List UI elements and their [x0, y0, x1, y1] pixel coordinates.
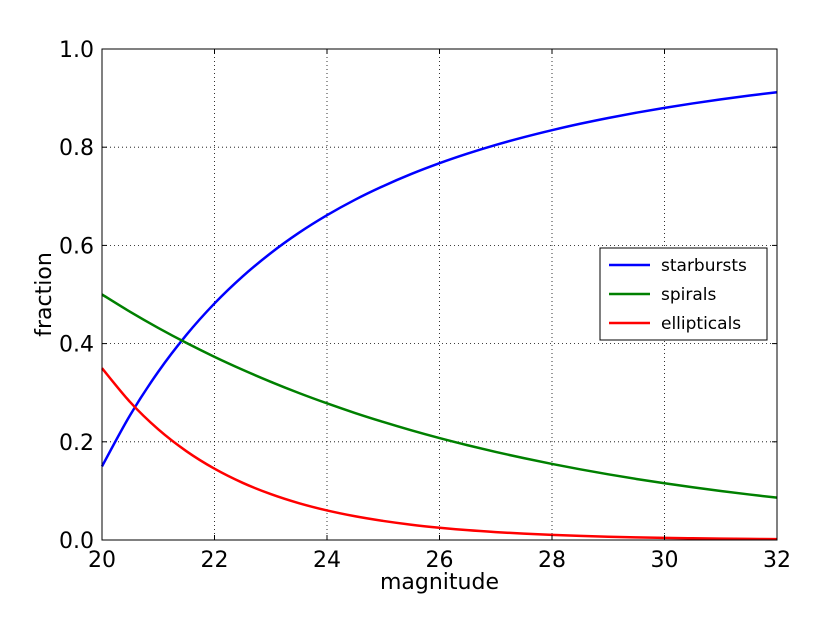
grid [102, 49, 777, 540]
x-axis-label: magnitude [380, 570, 499, 595]
y-axis-label: fraction [32, 252, 57, 337]
x-tick-label: 30 [651, 548, 679, 573]
legend-label-ellipticals: ellipticals [661, 314, 741, 334]
series-line-spirals [101, 293, 778, 499]
legend-label-spirals: spirals [661, 285, 717, 305]
x-tick-label: 32 [763, 548, 791, 573]
y-tick-label: 0.4 [59, 333, 94, 358]
ticks: 20 22 24 26 28 30 32 0.0 0.2 0.4 0.6 0.8 1.0 [59, 38, 791, 573]
y-tick-label: 1.0 [59, 38, 94, 63]
x-tick-label: 24 [313, 548, 341, 573]
x-tick-label: 26 [426, 548, 454, 573]
x-tick-label: 22 [201, 548, 229, 573]
y-tick-label: 0.6 [59, 234, 94, 259]
legend: starbursts spirals ellipticals [599, 247, 768, 341]
series-line-starbursts [100, 90, 778, 467]
x-tick-label: 20 [88, 548, 116, 573]
x-tick-label: 28 [538, 548, 566, 573]
legend-label-starbursts: starbursts [661, 256, 747, 276]
y-tick-label: 0.2 [59, 431, 94, 456]
y-tick-label: 0.8 [59, 136, 94, 161]
y-tick-label: 0.0 [59, 529, 94, 554]
